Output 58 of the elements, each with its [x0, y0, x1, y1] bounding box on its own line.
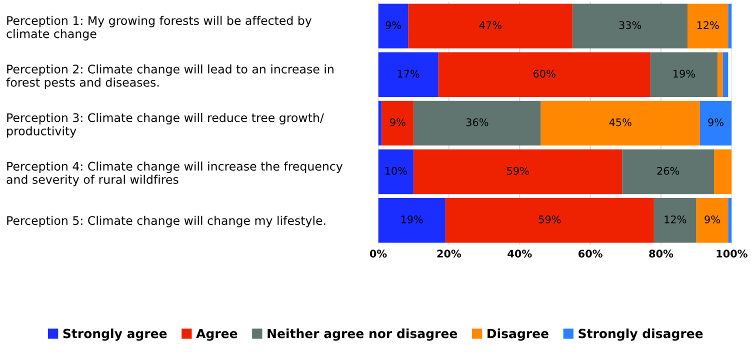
bar [378, 149, 414, 194]
x-tick-label: 0% [370, 250, 387, 258]
data-label: 12% [664, 215, 686, 224]
bar [688, 4, 728, 48]
data-label: 9% [708, 118, 724, 126]
bar [728, 198, 732, 243]
bar [622, 149, 714, 194]
bar [728, 4, 732, 48]
data-label: 59% [507, 166, 529, 175]
bar [414, 100, 541, 146]
bar [378, 100, 382, 146]
x-tick-label: 40% [508, 250, 532, 258]
bar [700, 100, 732, 146]
bar [722, 52, 728, 97]
legend-label: Disagree [488, 328, 548, 341]
bar [378, 198, 446, 243]
data-label: 19% [401, 215, 423, 224]
bar [445, 198, 654, 243]
data-label: 12% [697, 21, 719, 30]
bar [654, 198, 696, 243]
bar [572, 4, 688, 48]
bar [696, 198, 728, 243]
data-label: 33% [619, 21, 642, 30]
bar [714, 149, 732, 194]
data-label: 9% [704, 215, 720, 224]
bar [438, 52, 650, 97]
bar [540, 100, 700, 146]
y-tick-label: Perception 5: Climate change will change my lifestyle. [7, 216, 326, 228]
bar [414, 149, 622, 194]
legend-label: Agree [196, 328, 238, 341]
legend-label: Neither agree nor disagree [268, 328, 458, 341]
bar [650, 52, 718, 97]
data-label: 9% [390, 118, 406, 126]
data-label: 36% [466, 118, 488, 126]
bar [718, 52, 723, 97]
x-tick-label: 60% [578, 250, 602, 258]
legend-label: Strongly agree [63, 328, 167, 341]
x-tick-label: 100% [716, 250, 748, 258]
data-label: 10% [385, 166, 407, 175]
data-label: 60% [534, 70, 556, 78]
data-label: 9% [386, 21, 401, 30]
y-tick-label: Perception 4: Climate change will increase the frequency and severity of rural wildfires [6, 162, 343, 186]
data-label: 26% [657, 166, 680, 175]
x-tick-label: 80% [649, 250, 674, 258]
data-label: 45% [609, 118, 632, 126]
y-tick-label: Perception 3: Climate change will reduce tree growth/ productivity [7, 113, 324, 138]
data-label: 17% [398, 70, 420, 78]
bar [382, 100, 414, 146]
data-label: 47% [479, 21, 502, 30]
y-tick-label: Perception 2: Climate change will lead to an increase in forest pests and diseases. [6, 64, 334, 90]
bar [408, 4, 573, 48]
bar [378, 52, 438, 97]
legend-label: Strongly disagree [578, 328, 703, 341]
bar [378, 4, 408, 48]
x-tick-label: 20% [437, 250, 462, 258]
data-label: 19% [674, 70, 695, 78]
data-label: 59% [538, 215, 561, 224]
y-tick-label: Perception 1: My growing forests will be affected by climate change [6, 16, 312, 40]
